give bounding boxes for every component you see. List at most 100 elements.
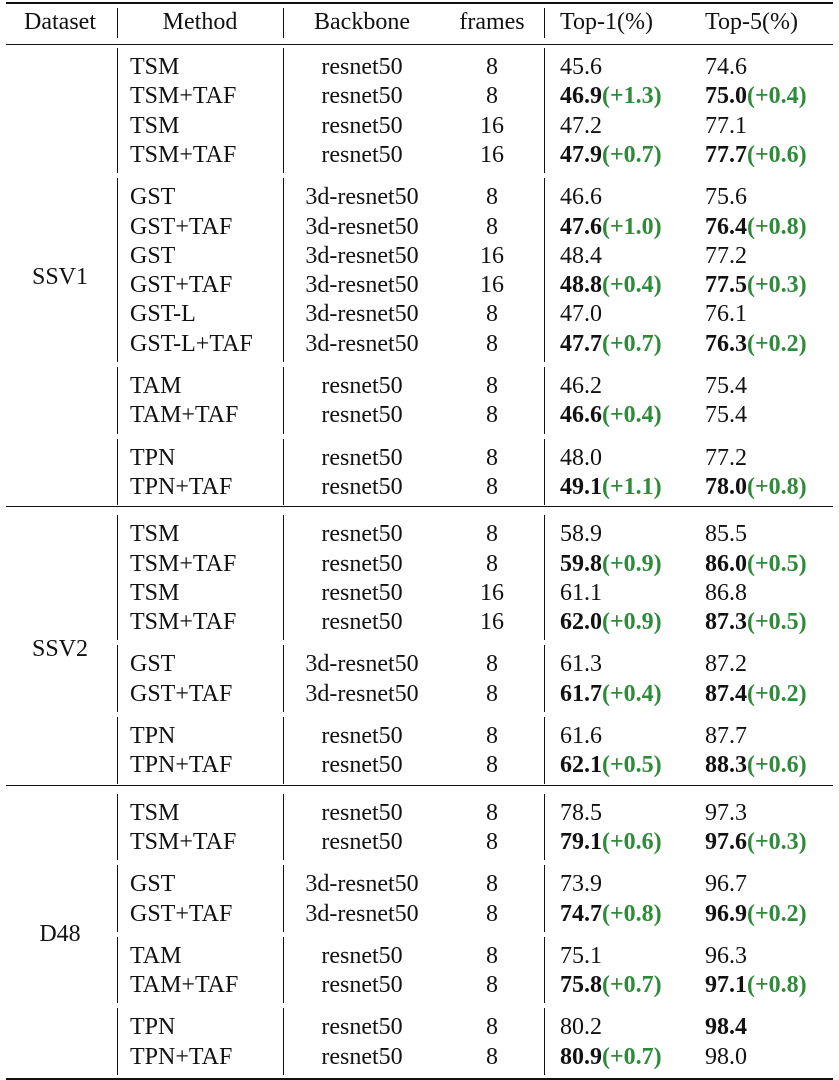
method-cell: TPN	[130, 1014, 176, 1041]
top5-delta: (+0.3)	[747, 272, 807, 299]
top1-delta: (+0.9)	[602, 550, 662, 577]
top1-cell: 47.6(+1.0)	[560, 213, 662, 242]
top1-cell: 45.6	[560, 53, 602, 82]
column-separator	[117, 48, 118, 174]
top1-value: 49.1	[560, 473, 602, 500]
top1-cell: 46.9(+1.3)	[560, 82, 662, 111]
top5-value: 77.7	[705, 141, 747, 168]
top5-value: 85.5	[705, 521, 747, 548]
column-separator	[283, 793, 284, 861]
method-cell: TPN	[130, 723, 176, 749]
top5-cell: 74.6	[705, 53, 747, 82]
top1-value: 78.5	[560, 799, 602, 826]
column-separator	[117, 936, 118, 1004]
top1-cell: 47.2	[560, 112, 602, 141]
top5-value: 96.3	[705, 942, 747, 969]
frames-cell: 8	[486, 521, 498, 548]
column-separator	[283, 178, 284, 362]
column-separator	[544, 178, 545, 362]
top5-delta: (+0.5)	[747, 550, 807, 577]
top1-cell: 46.2	[560, 372, 602, 401]
top5-cell: 87.3(+0.5)	[705, 608, 807, 637]
top1-cell: 79.1(+0.6)	[560, 828, 662, 857]
top5-cell: 87.4(+0.2)	[705, 680, 807, 709]
top5-cell: 96.7	[705, 870, 747, 899]
top5-value: 87.4	[705, 680, 747, 707]
top1-cell: 47.7(+0.7)	[560, 330, 662, 359]
top1-value: 80.2	[560, 1014, 602, 1041]
top1-value: 62.0	[560, 609, 602, 636]
top1-cell: 48.0	[560, 444, 602, 473]
top5-delta: (+0.6)	[747, 752, 807, 779]
header-dataset: Dataset	[24, 9, 96, 35]
top1-delta: (+1.0)	[602, 213, 662, 240]
column-separator	[117, 865, 118, 932]
top1-delta: (+0.9)	[602, 609, 662, 636]
column-separator	[544, 515, 545, 641]
column-separator	[544, 367, 545, 434]
header-backbone: Backbone	[314, 9, 410, 35]
top5-cell: 78.0(+0.8)	[705, 473, 807, 502]
top1-cell: 61.3	[560, 650, 602, 679]
top1-cell: 61.6	[560, 722, 602, 751]
top5-cell: 77.2	[705, 242, 747, 271]
top1-value: 47.7	[560, 330, 602, 357]
top5-value: 96.7	[705, 871, 747, 898]
column-separator	[117, 178, 118, 362]
top5-cell: 87.7	[705, 722, 747, 751]
backbone-cell: resnet50	[321, 723, 403, 749]
frames-cell: 8	[486, 473, 498, 500]
top5-delta: (+0.4)	[747, 83, 807, 110]
method-cell: TSM+TAF	[130, 828, 237, 855]
header-top5: Top-5(%)	[705, 9, 798, 35]
backbone-cell: resnet50	[321, 141, 403, 168]
top5-cell: 88.3(+0.6)	[705, 751, 807, 780]
backbone-cell: resnet50	[321, 942, 403, 969]
top5-cell: 77.1	[705, 112, 747, 141]
top1-value: 47.6	[560, 213, 602, 240]
method-cell: GST	[130, 871, 176, 898]
method-cell: TPN+TAF	[130, 473, 233, 500]
top1-cell: 47.0	[560, 300, 602, 329]
top1-delta: (+0.7)	[602, 141, 662, 168]
top5-delta: (+0.8)	[747, 473, 807, 500]
top1-cell: 80.9(+0.7)	[560, 1043, 662, 1072]
method-cell: TAM	[130, 942, 182, 969]
header-separator	[117, 8, 118, 38]
top1-delta: (+0.4)	[602, 402, 662, 429]
dataset-label: SSV2	[31, 636, 89, 663]
method-cell: TSM	[130, 799, 180, 826]
top5-value: 76.1	[705, 301, 747, 328]
backbone-cell: 3d-resnet50	[305, 900, 419, 927]
top5-value: 97.6	[705, 828, 747, 855]
frames-cell: 8	[486, 680, 498, 707]
top1-value: 58.9	[560, 521, 602, 548]
dataset-rule	[6, 784, 833, 786]
top1-cell: 48.8(+0.4)	[560, 271, 662, 300]
frames-cell: 8	[486, 301, 498, 328]
method-cell: GST	[130, 184, 176, 211]
backbone-cell: resnet50	[321, 54, 403, 80]
column-separator	[544, 438, 545, 506]
top5-value: 86.8	[705, 579, 747, 606]
frames-cell: 8	[486, 330, 498, 357]
dataset-rule	[6, 506, 833, 508]
frames-cell: 16	[480, 272, 504, 299]
header-separator	[283, 8, 284, 38]
top5-value: 76.4	[705, 213, 747, 240]
top1-cell: 46.6	[560, 183, 602, 212]
column-separator	[544, 48, 545, 174]
top1-delta: (+0.6)	[602, 828, 662, 855]
top1-cell: 61.7(+0.4)	[560, 680, 662, 709]
top5-value: 96.9	[705, 900, 747, 927]
frames-cell: 8	[486, 752, 498, 779]
top5-value: 78.0	[705, 473, 747, 500]
column-separator	[283, 1008, 284, 1075]
top5-value: 98.0	[705, 1043, 747, 1070]
column-separator	[117, 1008, 118, 1075]
top1-delta: (+0.7)	[602, 972, 662, 999]
top5-delta: (+0.5)	[747, 609, 807, 636]
column-separator	[283, 48, 284, 174]
frames-cell: 16	[480, 141, 504, 168]
